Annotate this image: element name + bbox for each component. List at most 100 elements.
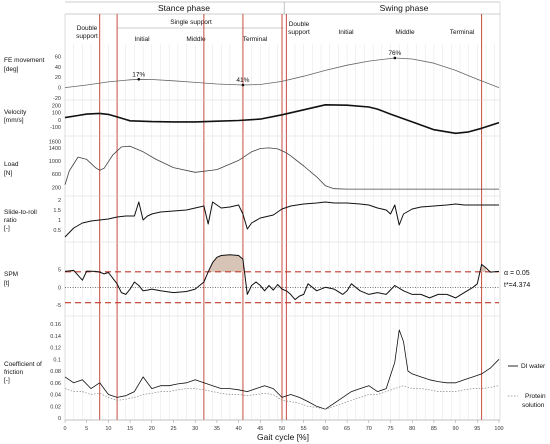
slide-ytick-1: 1 (58, 218, 61, 224)
x-tick-label-8: 40 (236, 426, 242, 432)
swing-terminal-label: Terminal (450, 29, 475, 36)
x-tick-label-14: 70 (366, 426, 372, 432)
stance-terminal-label: Terminal (243, 36, 268, 43)
x-tick-label-7: 35 (214, 426, 220, 432)
fe-ylabel-2: [deg] (4, 66, 19, 73)
cof-ytick-1: 0.02 (50, 404, 61, 410)
stance-phase-label: Stance phase (158, 3, 210, 13)
cof-ytick-8: 0.16 (50, 322, 61, 328)
tstar-annotation: t*=4.374 (504, 282, 530, 289)
load-series-0 (64, 145, 499, 190)
stance-middle-label: Middle (186, 36, 206, 43)
x-tick-label-9: 45 (257, 426, 263, 432)
double-support-2-line2: support (288, 29, 310, 36)
cof-series-0 (64, 329, 500, 410)
panel-cof: 0 0.02 0.04 0.06 0.08 0.1 0.12 0.14 0.16 (50, 322, 500, 422)
x-tick-label-17: 85 (431, 426, 437, 432)
load-ytick-2: 1000 (49, 159, 61, 165)
fe-annotation-label-1: 41% (236, 77, 249, 84)
x-axis: 0 5 10 15 20 25 30 35 40 45 50 55 60 65 70 75 80 85 90 95 10… (63, 419, 504, 432)
x-tick-label-3: 15 (127, 426, 133, 432)
cof-ytick-3: 0.06 (50, 381, 61, 387)
slide-ylabel-1: Slide-to-roll (4, 209, 37, 216)
x-tick-label-20: 100 (494, 426, 503, 432)
slide-ylabel-3: [-] (4, 225, 10, 232)
panels: -20020406017%41%76%-10001002002006001000… (49, 50, 500, 422)
spm-ytick-2: 5 (58, 268, 61, 274)
cof-ylabel-1: Coefficient of (4, 361, 42, 368)
load-ytick-1: 600 (52, 172, 61, 178)
slide-ytick-0: 0.5 (53, 228, 61, 234)
load-ytick-4: 1600 (49, 139, 61, 145)
slide-ylabel-2: ratio (4, 217, 17, 224)
cof-ylabel-2: friction (4, 369, 24, 376)
cof-ylabel-3: [-] (4, 377, 10, 384)
double-support-1-line2: support (76, 33, 98, 40)
x-tick-label-16: 80 (409, 426, 415, 432)
velocity-ytick-0: -100 (50, 125, 61, 131)
fe-ytick-2: 20 (55, 75, 61, 81)
spm-ylabel-1: SPM (4, 271, 18, 278)
fe-annotation-dot-0 (137, 77, 141, 81)
header-dividers (64, 1, 501, 420)
spm-series-0 (64, 254, 500, 301)
fe-series-0 (64, 57, 500, 88)
panel-slide: 0.5 1 1.5 2 (53, 198, 500, 243)
fe-ytick-0: -20 (53, 96, 61, 102)
x-tick-label-6: 30 (192, 426, 198, 432)
x-axis-label: Gait cycle [%] (257, 432, 309, 442)
swing-middle-label: Middle (395, 29, 415, 36)
fe-ytick-1: 0 (58, 86, 61, 92)
load-ytick-0: 200 (52, 185, 61, 191)
load-ytick-3: 1400 (49, 146, 61, 152)
cof-ytick-0: 0 (58, 416, 61, 422)
cof-ytick-2: 0.04 (50, 393, 61, 399)
phase-lines (73, 14, 495, 420)
load-ylabel-2: [N] (4, 170, 13, 177)
load-ylabel-1: Load (4, 161, 19, 168)
cof-series-1 (64, 385, 500, 410)
velocity-series-0 (64, 104, 500, 135)
legend-protein-label-1: Protein (525, 393, 546, 400)
x-tick-label-0: 0 (63, 426, 66, 432)
x-tick-label-11: 55 (301, 426, 307, 432)
velocity-ylabel-1: Velocity (4, 109, 27, 116)
alpha-annotation: α = 0.05 (504, 270, 530, 277)
swing-initial-label: Initial (338, 29, 354, 36)
panel-fe: -20 0 20 40 60 17% 41% 76% (53, 50, 500, 102)
x-tick-label-1: 5 (85, 426, 88, 432)
cof-ytick-5: 0.1 (53, 357, 61, 363)
stance-initial-label: Initial (134, 36, 150, 43)
swing-phase-label: Swing phase (380, 3, 429, 13)
x-tick-label-12: 60 (322, 426, 328, 432)
x-tick-label-10: 50 (279, 426, 285, 432)
slide-ytick-3: 2 (58, 198, 61, 204)
fe-ytick-4: 60 (55, 54, 61, 60)
x-tick-label-18: 90 (453, 426, 459, 432)
x-tick-label-19: 95 (474, 426, 480, 432)
legend-protein-label-2: solution (522, 402, 545, 409)
cof-ytick-4: 0.08 (50, 369, 61, 375)
spm-supra-threshold-area (481, 264, 486, 272)
fe-ylabel-1: FE movement (4, 57, 45, 64)
velocity-ytick-1: 0 (58, 118, 61, 124)
fe-annotation-label-2: 76% (388, 50, 401, 57)
double-support-1-line1: Double (77, 25, 98, 32)
panel-spm: -5 0 5 (56, 254, 500, 317)
x-tick-label-4: 20 (149, 426, 155, 432)
cof-ytick-7: 0.14 (50, 334, 61, 340)
legend-di-water-label: DI water (521, 363, 546, 370)
fe-annotation-label-0: 17% (132, 71, 145, 78)
velocity-ytick-2: 100 (52, 111, 61, 117)
cof-ytick-6: 0.12 (50, 346, 61, 352)
spm-ylabel-2: [t] (4, 280, 10, 287)
velocity-ytick-3: 200 (52, 104, 61, 110)
fe-ytick-3: 40 (55, 65, 61, 71)
fe-annotation-dot-2 (393, 56, 397, 60)
fe-annotation-dot-1 (241, 83, 245, 87)
slide-series-0 (64, 201, 499, 238)
x-tick-label-2: 10 (105, 426, 111, 432)
spm-ytick-1: 0 (58, 285, 61, 291)
